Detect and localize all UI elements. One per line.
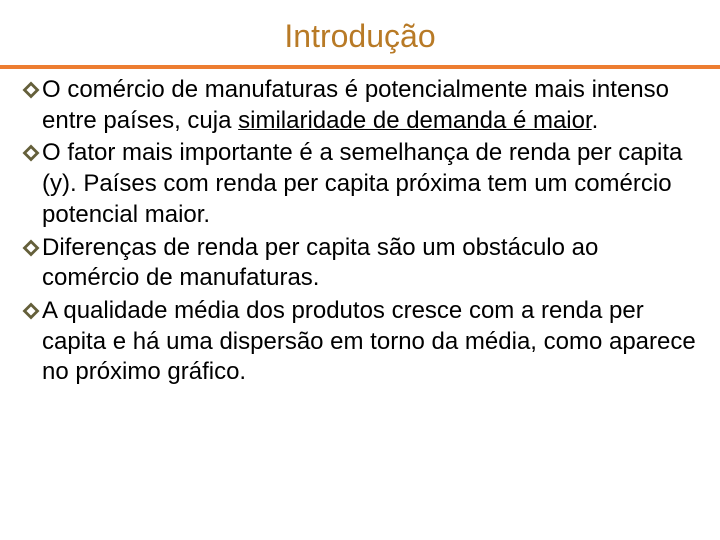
bullet-text: A qualidade média dos produtos cresce co… bbox=[42, 296, 698, 388]
diamond-bullet-icon bbox=[22, 239, 40, 262]
bullet-lead: Diferenças de renda per capita são um ob… bbox=[42, 234, 598, 292]
slide: Introdução O comércio de manufaturas é p… bbox=[0, 0, 720, 540]
content-area: O comércio de manufaturas é potencialmen… bbox=[0, 69, 720, 388]
title-area: Introdução bbox=[0, 0, 720, 65]
bullet-item: A qualidade média dos produtos cresce co… bbox=[22, 296, 698, 388]
bullet-item: Diferenças de renda per capita são um ob… bbox=[22, 233, 698, 294]
bullet-item: O comércio de manufaturas é potencialmen… bbox=[22, 75, 698, 136]
bullet-text: Diferenças de renda per capita são um ob… bbox=[42, 233, 698, 294]
bullet-item: O fator mais importante é a semelhança d… bbox=[22, 138, 698, 230]
bullet-text: O fator mais importante é a semelhança d… bbox=[42, 138, 698, 230]
diamond-bullet-icon bbox=[22, 81, 40, 104]
bullet-lead: O fator mais importante é a semelhança d… bbox=[42, 139, 682, 227]
slide-title: Introdução bbox=[284, 18, 435, 54]
bullet-underline: similaridade de demanda é maior bbox=[238, 107, 592, 134]
diamond-bullet-icon bbox=[22, 144, 40, 167]
diamond-bullet-icon bbox=[22, 302, 40, 325]
bullet-lead: A qualidade média dos produtos cresce co… bbox=[42, 297, 696, 385]
bullet-text: O comércio de manufaturas é potencialmen… bbox=[42, 75, 698, 136]
bullet-tail: . bbox=[592, 107, 599, 134]
